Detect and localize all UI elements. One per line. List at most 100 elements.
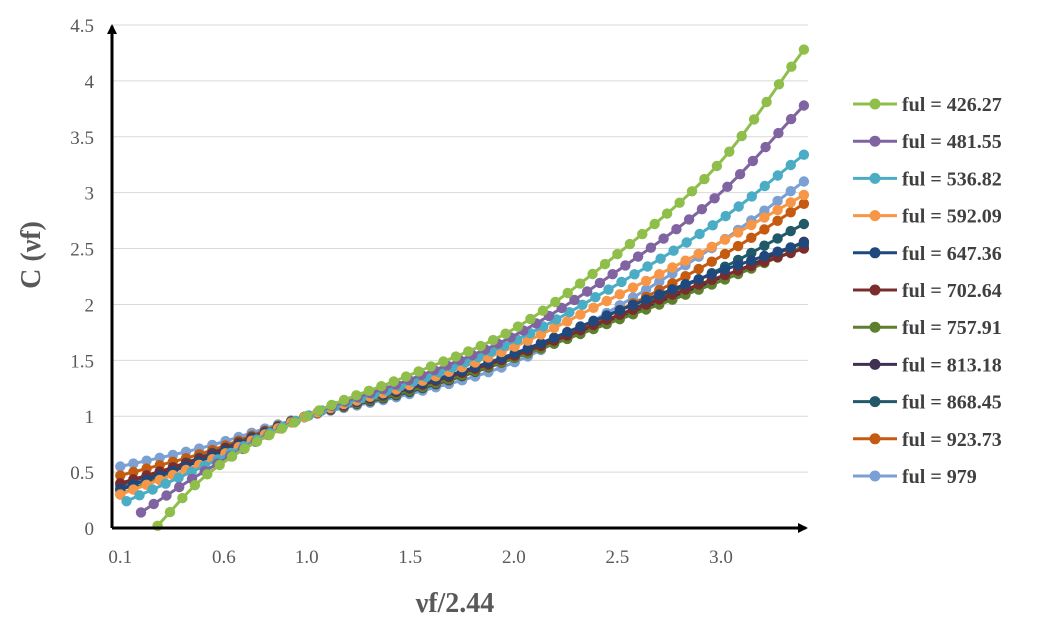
series-point	[658, 233, 669, 244]
series-point	[326, 399, 337, 411]
series-ful-979	[115, 176, 810, 472]
y-tick-label: 1.5	[70, 351, 94, 372]
series-point	[575, 309, 586, 320]
series-point	[719, 234, 731, 245]
series-point	[438, 356, 449, 367]
x-tick-label: 3.0	[709, 547, 733, 568]
legend-label: ful = 757.91	[902, 317, 1002, 339]
series-point	[177, 492, 188, 504]
series-point	[590, 292, 601, 303]
x-axis-title: νf/2.44	[415, 588, 495, 619]
series-point	[537, 305, 549, 316]
legend-marker	[869, 396, 881, 408]
series-point	[772, 233, 783, 244]
series-point	[786, 61, 797, 72]
y-axis-title: C (νf)	[16, 221, 47, 289]
legend-entry: ful = 923.73	[853, 429, 1002, 451]
series-point	[614, 305, 625, 316]
legend-entry: ful = 481.55	[853, 131, 1002, 153]
series-point	[588, 302, 599, 313]
legend-label: ful = 426.27	[902, 94, 1002, 116]
series-point	[614, 289, 625, 300]
series-point	[535, 329, 547, 340]
series-point	[627, 282, 639, 293]
legend-marker	[869, 433, 881, 445]
series-point	[655, 253, 666, 264]
series-point	[667, 262, 678, 273]
series-point	[487, 334, 499, 346]
legend-marker	[869, 98, 881, 110]
series-point	[128, 458, 139, 469]
series-point	[535, 337, 547, 349]
series-point	[746, 219, 757, 231]
series-point	[289, 417, 300, 428]
series-point	[575, 321, 586, 332]
series-point	[709, 193, 720, 204]
series-point	[661, 208, 673, 219]
series-point	[785, 113, 797, 125]
legend-entry: ful = 592.09	[853, 206, 1002, 228]
series-point	[629, 269, 640, 280]
legend-entry: ful = 757.91	[853, 317, 1002, 339]
series-point	[734, 169, 746, 180]
series-point	[747, 155, 759, 167]
legend-marker	[869, 247, 881, 259]
series-point	[115, 461, 126, 472]
series-point	[627, 299, 639, 311]
y-tick-label: 2.5	[70, 240, 94, 261]
series-point	[798, 218, 810, 230]
series-point	[601, 310, 612, 321]
series-point	[693, 248, 704, 259]
series-point	[463, 346, 474, 357]
series-point	[671, 224, 682, 235]
series-point	[732, 227, 744, 238]
series-point	[785, 207, 796, 218]
series-point	[654, 276, 665, 287]
y-tick-label: 3.5	[70, 128, 94, 149]
legend-marker	[869, 135, 881, 147]
series-ful-426-27	[152, 44, 810, 531]
series-point	[128, 466, 139, 478]
series-point	[154, 452, 165, 463]
series-point	[654, 269, 665, 280]
series-point	[667, 284, 678, 295]
series-line	[119, 202, 805, 477]
series-point	[548, 322, 560, 334]
series-point	[214, 459, 225, 471]
series-point	[624, 238, 636, 250]
gridlines	[112, 24, 808, 473]
series-point	[121, 496, 132, 507]
series-point	[640, 275, 652, 287]
series-point	[338, 394, 350, 406]
series-point	[569, 294, 580, 306]
series-point	[522, 343, 533, 354]
series-point	[759, 180, 770, 192]
series-point	[680, 279, 691, 290]
series-point	[376, 381, 387, 392]
series-point	[680, 255, 691, 266]
legend-marker	[869, 284, 881, 296]
y-tick-label: 4.5	[70, 16, 94, 37]
series-point	[707, 220, 718, 231]
series-point	[601, 295, 612, 307]
y-tick-label: 0.5	[70, 463, 94, 484]
series-point	[475, 340, 486, 352]
legend-label: ful = 813.18	[902, 354, 1002, 376]
series-point	[148, 498, 159, 510]
legend-marker	[869, 210, 881, 222]
series-point	[603, 284, 614, 295]
series-point	[599, 258, 611, 270]
series-point	[798, 100, 810, 111]
series-point	[550, 296, 561, 308]
series-point	[683, 214, 695, 225]
y-tick-label: 1	[85, 407, 95, 428]
x-tick-label: 0.6	[212, 547, 236, 568]
series-point	[115, 470, 126, 481]
axes	[107, 24, 808, 533]
series-point	[612, 248, 623, 260]
x-tick-label: 2.0	[502, 547, 526, 568]
series-point	[746, 255, 757, 266]
series-point	[798, 149, 810, 160]
